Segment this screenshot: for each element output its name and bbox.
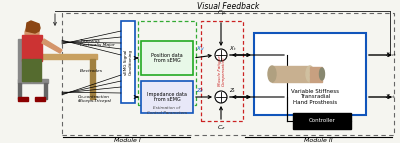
Text: Electrodes: Electrodes bbox=[80, 69, 103, 73]
Bar bbox=[310, 66, 322, 69]
Text: sEMG Signal
Conditioning: sEMG Signal Conditioning bbox=[124, 49, 132, 75]
Bar bbox=[254, 33, 366, 115]
Text: $C_z$: $C_z$ bbox=[217, 123, 225, 132]
Bar bbox=[18, 83, 21, 99]
Text: Module II: Module II bbox=[304, 138, 332, 143]
Bar bbox=[42, 54, 97, 59]
Ellipse shape bbox=[268, 66, 276, 82]
Bar bbox=[272, 66, 310, 82]
Text: Variable Stiffness
Transradial
Hand Prosthesis: Variable Stiffness Transradial Hand Pros… bbox=[291, 89, 339, 105]
Text: $C_p$: $C_p$ bbox=[216, 9, 226, 19]
Bar bbox=[18, 79, 48, 83]
Bar bbox=[22, 59, 31, 81]
Bar bbox=[141, 41, 193, 75]
Text: $Z_d$: $Z_d$ bbox=[196, 86, 204, 95]
Bar bbox=[62, 13, 394, 135]
Ellipse shape bbox=[320, 68, 324, 80]
Text: Module I: Module I bbox=[114, 138, 140, 143]
Text: Estimation of
Control Parameters: Estimation of Control Parameters bbox=[147, 106, 187, 115]
Text: Co-contraction
(Biceps-Triceps): Co-contraction (Biceps-Triceps) bbox=[78, 95, 112, 103]
Text: Position data
from sEMG: Position data from sEMG bbox=[151, 53, 183, 63]
Text: Controller: Controller bbox=[308, 119, 336, 124]
Text: Muscle Fatigue
Compensation: Muscle Fatigue Compensation bbox=[218, 56, 226, 86]
Text: Visual Feedback: Visual Feedback bbox=[197, 2, 259, 11]
Text: $Z_{act}$: $Z_{act}$ bbox=[386, 93, 397, 101]
Bar bbox=[201, 21, 243, 121]
Bar bbox=[18, 39, 22, 83]
Text: $X_d$: $X_d$ bbox=[196, 44, 204, 53]
Bar bbox=[310, 79, 322, 82]
Bar bbox=[310, 75, 322, 78]
Text: Trapezius
Pectoralis Major: Trapezius Pectoralis Major bbox=[80, 39, 115, 47]
Bar bbox=[141, 81, 193, 113]
Bar bbox=[44, 83, 47, 99]
Ellipse shape bbox=[306, 66, 314, 82]
Bar bbox=[18, 97, 28, 101]
Bar bbox=[32, 59, 41, 81]
Polygon shape bbox=[26, 21, 40, 33]
Circle shape bbox=[215, 91, 227, 103]
Text: $X_t$: $X_t$ bbox=[229, 44, 237, 53]
Text: $X_{act}$: $X_{act}$ bbox=[385, 50, 397, 59]
Bar bbox=[35, 97, 45, 101]
Circle shape bbox=[25, 26, 39, 40]
Polygon shape bbox=[42, 39, 62, 53]
Text: Impedance data
from sEMG: Impedance data from sEMG bbox=[147, 92, 187, 102]
Bar bbox=[22, 35, 42, 61]
Bar bbox=[293, 113, 351, 129]
Text: $Z_t$: $Z_t$ bbox=[229, 86, 236, 95]
Bar bbox=[310, 70, 322, 74]
Bar bbox=[138, 21, 196, 105]
Bar bbox=[90, 59, 95, 99]
Bar bbox=[121, 21, 135, 103]
Circle shape bbox=[215, 49, 227, 61]
